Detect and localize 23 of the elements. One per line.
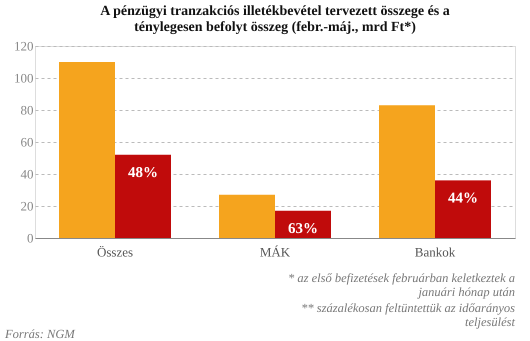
text: A pénzügyi tranzakciós illetékbevétel tervezett összege és a [100,4,450,19]
text: ténylegesen befolyt összeg (febr.-máj., mrd Ft*) [134,20,416,35]
text: ** százalékosan feltüntettük az időarányos teljesülést [301,301,516,329]
y-tick-label: 120 [14,38,34,54]
bar [379,105,435,238]
y-tick-label: 40 [20,166,34,182]
x-tick-label: Bankok [414,244,456,260]
bar [59,62,115,238]
y-tick-label: 100 [14,70,34,86]
y-tick-label: 0 [27,230,34,246]
y-tick-label: 60 [20,134,34,150]
bar [115,154,171,238]
x-tick-label: Összes [96,244,134,260]
text: Forrás: NGM [4,327,76,341]
x-tick-label: MÁK [260,244,291,260]
annotation: 44% [448,190,478,206]
bar [435,180,491,238]
text: * az első befizetések februárban keletkeztek a januári hónap után [288,271,515,299]
y-tick-label: 80 [20,102,34,118]
y-tick-label: 20 [20,198,34,214]
annotation: 48% [128,164,158,181]
annotation: 63% [288,220,318,237]
bar [219,194,275,238]
